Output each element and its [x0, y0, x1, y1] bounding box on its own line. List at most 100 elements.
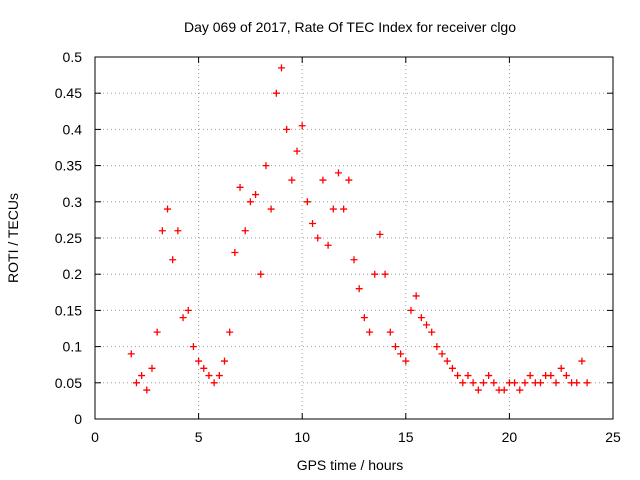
data-point — [189, 343, 197, 351]
data-point — [334, 169, 342, 177]
y-tick-label: 0.45 — [55, 85, 82, 101]
data-point — [562, 372, 570, 380]
data-point — [511, 379, 519, 387]
data-point — [272, 89, 280, 97]
data-point — [557, 364, 565, 372]
data-point — [485, 372, 493, 380]
data-point — [303, 198, 311, 206]
data-point — [371, 270, 379, 278]
x-tick-label: 20 — [502, 429, 518, 445]
data-point — [127, 350, 135, 358]
data-point — [443, 357, 451, 365]
data-point — [428, 328, 436, 336]
y-tick-label: 0.3 — [63, 194, 83, 210]
y-tick-label: 0 — [74, 411, 82, 427]
data-point — [205, 372, 213, 380]
data-point — [448, 364, 456, 372]
data-point — [329, 205, 337, 213]
y-tick-label: 0.25 — [55, 230, 82, 246]
data-point — [474, 386, 482, 394]
data-point — [184, 306, 192, 314]
data-point — [324, 241, 332, 249]
data-point — [397, 350, 405, 358]
y-tick-label: 0.1 — [63, 339, 83, 355]
data-point — [277, 64, 285, 72]
data-point — [138, 372, 146, 380]
data-point — [252, 191, 260, 199]
x-axis: 0 5 10 15 20 25 — [91, 57, 621, 445]
y-tick-label: 0.4 — [63, 121, 83, 137]
data-point — [412, 292, 420, 300]
data-point — [143, 386, 151, 394]
x-tick-label: 10 — [294, 429, 310, 445]
data-point — [267, 205, 275, 213]
data-point — [480, 379, 487, 387]
data-points — [127, 64, 591, 394]
data-point — [195, 357, 203, 365]
data-point — [391, 343, 399, 351]
data-point — [200, 364, 208, 372]
y-axis: 0 0.05 0.1 0.15 0.2 0.25 0.3 0.35 0.4 0.45 0.5 — [55, 49, 613, 427]
data-point — [215, 372, 223, 380]
data-point — [516, 386, 524, 394]
data-point — [293, 147, 301, 155]
data-point — [521, 379, 529, 387]
data-point — [355, 285, 363, 293]
data-point — [536, 379, 544, 387]
data-point — [340, 205, 348, 213]
data-point — [174, 227, 182, 235]
data-point — [386, 328, 394, 336]
data-point — [547, 372, 555, 380]
data-point — [309, 220, 317, 228]
data-point — [132, 379, 140, 387]
y-tick-label: 0.05 — [55, 375, 82, 391]
data-point — [573, 379, 581, 387]
data-point — [423, 321, 431, 329]
y-tick-label: 0.15 — [55, 302, 82, 318]
data-point — [438, 350, 446, 358]
data-point — [246, 198, 254, 206]
data-point — [360, 314, 368, 322]
x-axis-label: GPS time / hours — [297, 457, 404, 473]
y-tick-label: 0.5 — [63, 49, 83, 65]
data-point — [314, 234, 322, 242]
data-point — [169, 256, 177, 264]
data-point — [153, 328, 161, 336]
data-point — [158, 227, 166, 235]
data-point — [298, 122, 306, 130]
y-tick-label: 0.35 — [55, 158, 82, 174]
data-point — [179, 314, 187, 322]
data-point — [469, 379, 477, 387]
data-point — [231, 248, 239, 256]
data-point — [319, 176, 327, 184]
x-tick-label: 0 — [91, 429, 99, 445]
data-point — [583, 379, 591, 387]
data-point — [366, 328, 374, 336]
data-point — [257, 270, 265, 278]
data-point — [262, 162, 270, 170]
data-point — [226, 328, 234, 336]
data-point — [148, 364, 156, 372]
data-point — [454, 372, 462, 380]
data-point — [376, 230, 384, 238]
data-point — [578, 357, 586, 365]
data-point — [236, 183, 244, 191]
data-point — [402, 357, 410, 365]
data-point — [350, 256, 358, 264]
data-point — [417, 314, 425, 322]
data-point — [283, 125, 291, 133]
data-point — [381, 270, 389, 278]
data-point — [552, 379, 560, 387]
x-tick-label: 25 — [605, 429, 621, 445]
data-point — [433, 343, 441, 351]
data-point — [241, 227, 249, 235]
data-point — [210, 379, 218, 387]
y-tick-label: 0.2 — [63, 266, 83, 282]
data-point — [459, 379, 467, 387]
data-point — [288, 176, 296, 184]
data-point — [464, 372, 472, 380]
y-axis-label: ROTI / TECUs — [5, 193, 21, 283]
data-point — [526, 372, 534, 380]
data-point — [490, 379, 498, 387]
